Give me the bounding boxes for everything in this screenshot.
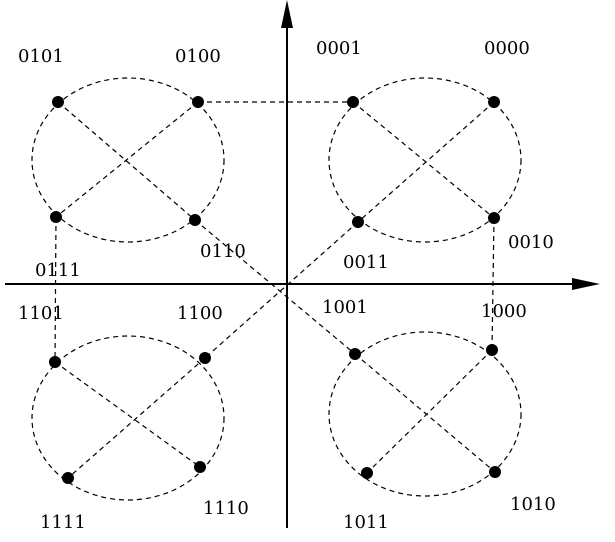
label-1100: 1100: [177, 303, 223, 324]
point-1111: [62, 472, 74, 484]
label-1111: 1111: [40, 512, 86, 533]
point-0000: [488, 96, 500, 108]
label-0011: 0011: [343, 252, 389, 273]
diag-q3-a: [54, 361, 201, 468]
diag-q1-a: [352, 101, 495, 219]
label-0101: 0101: [18, 46, 64, 67]
point-1101: [49, 356, 61, 368]
point-0111: [50, 211, 62, 223]
label-1011: 1011: [343, 512, 389, 533]
label-0110: 0110: [200, 241, 246, 262]
link-0110-1001: [194, 219, 356, 355]
label-1001: 1001: [322, 297, 368, 318]
diag-q4-a: [354, 353, 496, 473]
label-1101: 1101: [18, 303, 64, 324]
label-1110: 1110: [203, 498, 249, 519]
point-0100: [192, 96, 204, 108]
label-1000: 1000: [481, 301, 527, 322]
point-1011: [361, 467, 373, 479]
y-axis-arrow-icon: [281, 0, 293, 28]
diag-q2-b: [55, 101, 199, 218]
point-0010: [488, 212, 500, 224]
link-0011-1100: [204, 221, 359, 359]
point-1010: [489, 466, 501, 478]
label-0100: 0100: [175, 46, 221, 67]
circle-q1: [328, 77, 522, 243]
label-0000: 0000: [484, 38, 530, 59]
label-0010: 0010: [508, 232, 554, 253]
point-1110: [194, 461, 206, 473]
point-0011: [352, 216, 364, 228]
x-axis-arrow-icon: [572, 278, 600, 290]
diag-q1-b: [357, 101, 495, 223]
diag-q4-b: [366, 349, 493, 474]
point-0110: [189, 214, 201, 226]
label-1010: 1010: [510, 494, 556, 515]
circle-q3: [31, 335, 225, 501]
point-1100: [199, 352, 211, 364]
label-0001: 0001: [316, 38, 362, 59]
point-1000: [486, 344, 498, 356]
point-1001: [349, 348, 361, 360]
link-0111-1101: [54, 216, 57, 363]
diag-q3-b: [67, 357, 206, 479]
circle-q4: [328, 331, 522, 497]
point-0001: [347, 96, 359, 108]
link-0010-1000: [491, 217, 495, 351]
point-0101: [52, 96, 64, 108]
diag-q2-a: [57, 101, 196, 221]
circle-q2: [31, 77, 225, 243]
label-0111: 0111: [35, 260, 81, 281]
